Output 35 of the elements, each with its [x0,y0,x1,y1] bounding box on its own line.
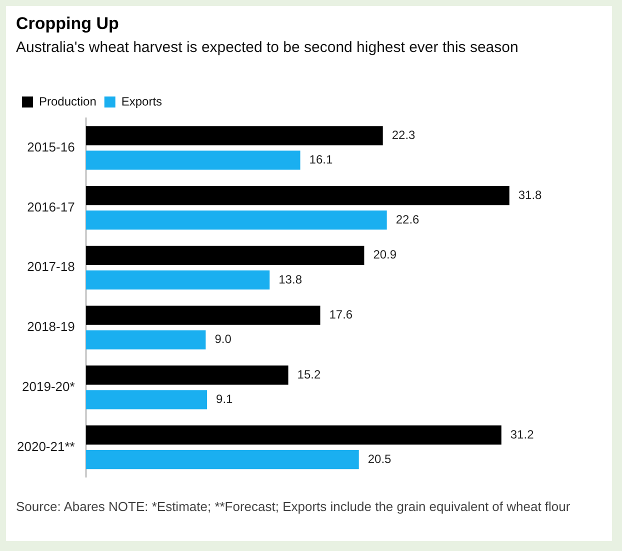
data-label: 16.1 [309,152,333,167]
chart-title: Cropping Up [16,14,119,34]
y-tick-label: 2017-18 [27,259,75,274]
data-label: 20.5 [368,452,392,466]
data-label: 31.8 [518,188,542,202]
source-note: Source: Abares NOTE: *Estimate; **Forecast; Exports include the grain equivalent of wheat flour [16,498,572,515]
bar [86,306,320,325]
data-label: 31.2 [510,427,534,442]
bar [86,366,288,385]
data-label: 22.3 [392,128,416,142]
legend-label: Exports [121,94,162,108]
bar [86,126,383,146]
bar [86,425,502,445]
bar [86,186,510,206]
y-tick-label: 2015-16 [27,140,75,155]
bar [86,330,206,350]
bar [86,150,300,170]
data-label: 20.9 [373,248,397,262]
data-label: 22.6 [396,212,420,226]
legend-label: Production [39,94,96,108]
data-label: 17.6 [329,308,353,322]
bar [86,450,359,470]
bar [86,270,270,290]
bar [86,210,387,230]
y-tick-label: 2019-20* [22,378,75,394]
chart-subtitle: Australia's wheat harvest is expected to be second highest ever this season [16,38,520,57]
y-tick-label: 2016-17 [27,199,75,214]
data-label: 9.1 [216,392,234,406]
data-label: 13.8 [278,272,302,286]
data-label: 9.0 [214,332,232,346]
bar [86,246,364,265]
y-tick-label: 2020-21** [17,438,75,454]
y-tick-label: 2018-19 [27,319,75,334]
data-label: 15.2 [297,367,321,382]
bar [86,390,208,410]
